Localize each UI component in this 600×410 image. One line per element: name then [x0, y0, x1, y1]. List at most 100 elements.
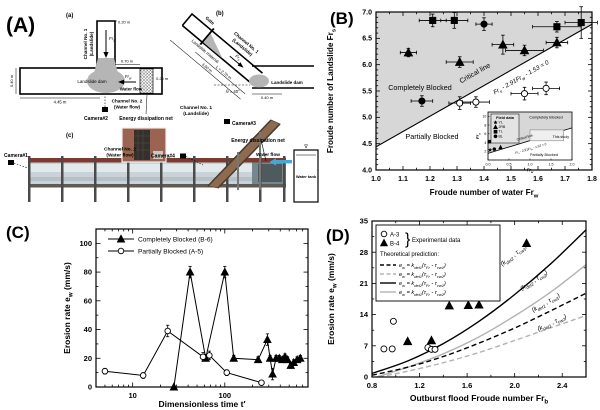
inset-legend-item: BL	[499, 134, 503, 138]
gate-line	[199, 27, 215, 46]
data-point-square	[493, 129, 498, 134]
x-tick-label: 1.1	[398, 176, 408, 183]
legend-item: Completely Blocked (B-6)	[138, 236, 213, 243]
x-tick-label: 0.8	[367, 381, 377, 390]
frw-label: Frw	[125, 74, 132, 80]
curve	[378, 314, 586, 377]
flume-bottom-rail	[28, 184, 286, 188]
frs-b-arrow-shaft	[229, 55, 241, 66]
y-tick-label: 80	[84, 268, 92, 277]
energy-net-hatch	[139, 68, 154, 94]
inset-region-above: Completely Blocked	[529, 116, 563, 120]
data-point-triangle	[474, 299, 484, 309]
angle-label: θ = 40°	[226, 89, 240, 94]
inset-y-tick: 2	[484, 150, 486, 154]
curve	[372, 229, 586, 375]
data-point-circle	[139, 372, 147, 379]
dim-0_70m: 0.70 m	[121, 59, 134, 64]
inset-legend-item: TL	[499, 130, 503, 134]
data-point-circle	[206, 352, 213, 359]
legend-exp-suffix: Experimental data	[412, 238, 461, 244]
flume-net-dark	[258, 164, 282, 182]
completely-blocked-region	[376, 12, 592, 147]
data-point-triangle	[229, 353, 239, 362]
theoretical-curves	[372, 229, 586, 377]
dam-label: Landslide dam	[77, 79, 107, 84]
y-tick-label: 5.0	[362, 115, 372, 122]
water-tank-box	[293, 149, 319, 203]
y-tick-label: 6.0	[362, 62, 372, 69]
data-point-circle	[380, 345, 388, 353]
legend-theory-item: ew = kdet1(τFr - τcw1)	[399, 263, 446, 270]
data-point-triangle	[454, 56, 465, 66]
data-point-circle	[542, 84, 550, 92]
data-point-circle	[199, 353, 207, 361]
data-point-triangle	[263, 334, 272, 344]
this-study-box	[529, 129, 564, 142]
x-axis-title: Outburst flood Froude number Frb	[410, 393, 549, 406]
dim-L-2_70m: L = 2.70 m	[215, 64, 233, 80]
x-tick-label: 1.4	[479, 176, 489, 183]
channel-base-lines	[252, 65, 314, 89]
frs-arrowhead	[103, 52, 109, 58]
data-point-circle	[418, 97, 426, 105]
x-tick-label: 1.3	[452, 176, 462, 183]
data-point-circle	[164, 327, 171, 335]
data-point-circle	[101, 367, 109, 375]
water-level-symbol: ∇	[303, 144, 308, 150]
sub-b-tag: (b)	[216, 11, 224, 17]
dim-0_20m-top: 0.20 m	[118, 20, 131, 25]
data-point-triangle	[116, 234, 126, 243]
flume-glass-highlight	[30, 164, 284, 172]
x-tick-label: 1.8	[587, 176, 597, 183]
leader-line	[145, 94, 148, 115]
data-point-triangle	[493, 124, 498, 129]
gate-label: Gate	[205, 15, 216, 26]
channel1-label-1: Channel No. 1	[83, 28, 88, 59]
data-point-triangle	[444, 300, 454, 310]
inset-y-tick: 6	[484, 132, 486, 136]
data-point-triangle	[169, 382, 179, 391]
region-label-completely-blocked: Completely Blocked	[388, 83, 452, 92]
data-series	[380, 238, 532, 353]
camera1-icon	[8, 160, 14, 165]
y-tick-label: 0	[364, 373, 368, 382]
dam-b-label: Landslide dam	[271, 80, 303, 85]
leader-line	[261, 143, 267, 162]
channel1c-label-2: (Landslide)	[183, 111, 209, 117]
x-tick-label: 100	[219, 391, 232, 400]
inset-y-tick: 10	[482, 115, 486, 119]
dim-0_40m-left: 0.40 m	[9, 74, 14, 87]
inset-legend-title: Field data	[496, 116, 515, 120]
data-point-square	[487, 139, 492, 144]
water-flow-label-a: Water flow	[120, 87, 143, 92]
legend: Completely Blocked (B-6) Partially Blocke…	[108, 234, 213, 255]
dam-b-blob	[249, 74, 269, 88]
region-label-partially-blocked: Partially Blocked	[405, 132, 458, 141]
y-tick-label: 100	[79, 239, 92, 248]
data-point-circle	[520, 90, 529, 98]
camera2-label: Camera#2	[84, 116, 108, 122]
x-tick-label: 2.0	[509, 381, 519, 390]
channel1-label-2: (Landslide)	[89, 31, 94, 56]
axes-ticks	[96, 229, 308, 388]
panel-d-label: (D)	[326, 226, 350, 245]
inclined-flume-rail	[207, 119, 272, 187]
inset-this-study: This study	[553, 135, 570, 139]
water-flow-label-c: Water flow	[256, 152, 280, 158]
legend: A-3 B-4} Experimental data Theoretical pred…	[375, 224, 501, 302]
frs-b-arrowhead	[237, 62, 244, 68]
data-point-circle	[388, 345, 396, 353]
x-tick-label: 1.2	[414, 381, 424, 390]
legend-exp-item: A-3	[390, 232, 400, 238]
channel1c-label-1: Channel No. 1	[180, 105, 212, 111]
data-point-triangle	[426, 335, 437, 345]
panel-b-chart: 1.0 1.1 1.2 1.3 1.4 1.5 1.6 1.7 1.8 4.0 4.5 5.0 5.5 6…	[326, 6, 598, 199]
data-point-triangle	[220, 267, 230, 276]
net-inset-net	[134, 130, 150, 160]
camera4-icon	[180, 153, 186, 159]
inset-legend-item: JRB	[499, 125, 506, 129]
data-point-circle	[258, 379, 265, 386]
data-point-triangle	[519, 45, 530, 55]
diagram-plan-view: (a) 0.20 m Frs Channel No. 1 (Landslide)…	[9, 13, 173, 122]
